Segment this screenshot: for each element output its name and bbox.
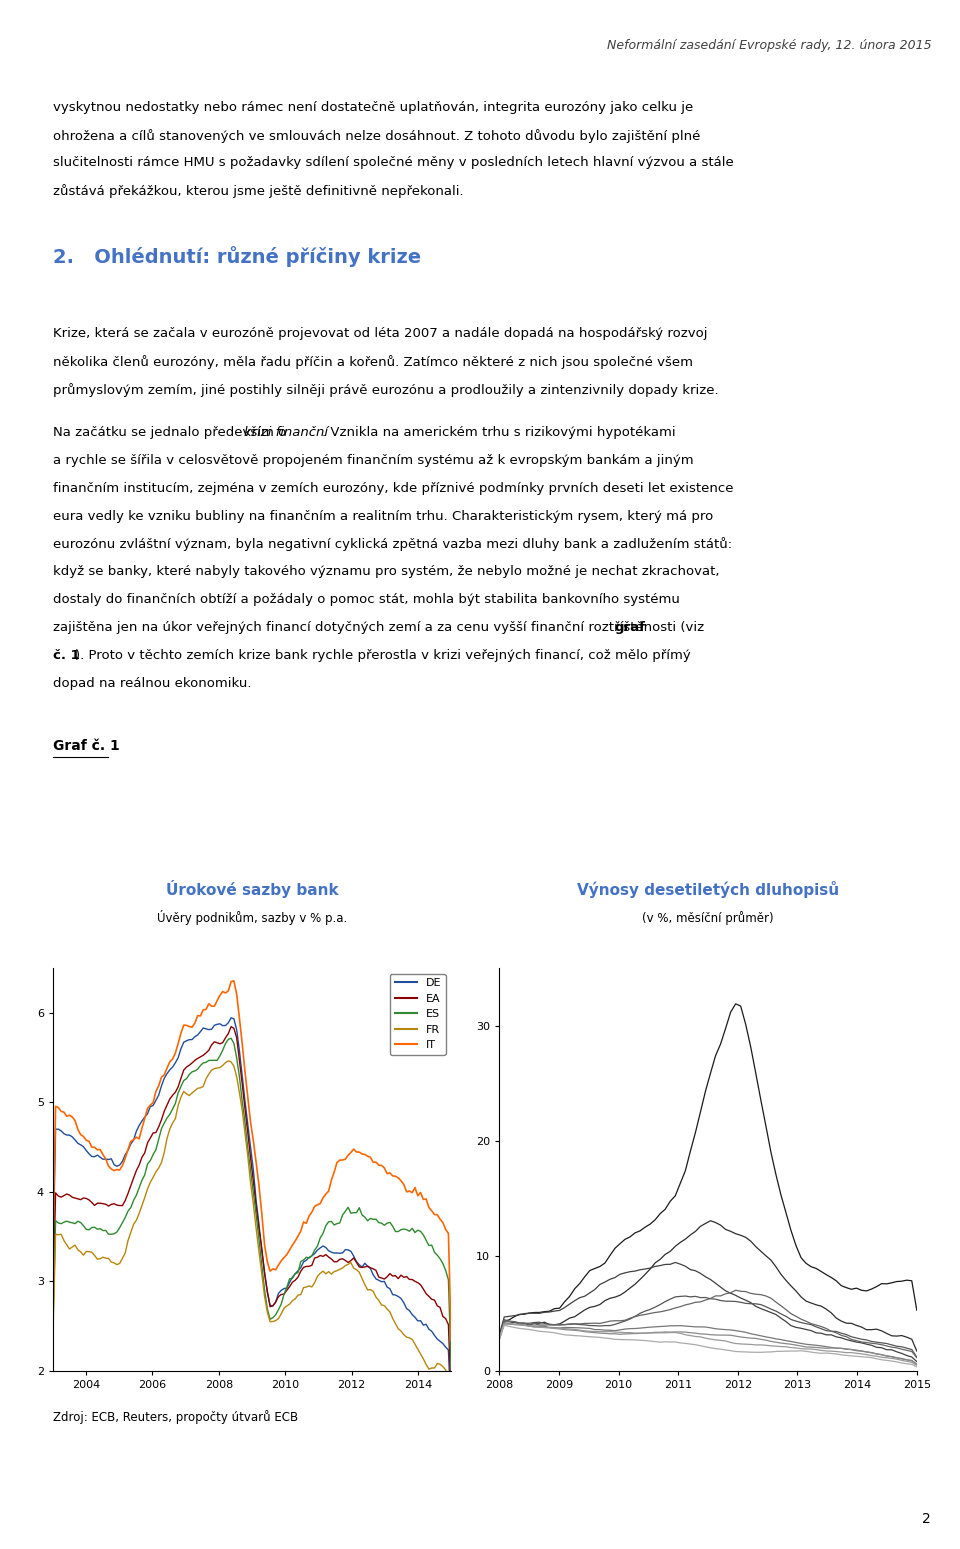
Text: eura vedly ke vzniku bubliny na finančním a realitním trhu. Charakteristickým ry: eura vedly ke vzniku bubliny na finanční… bbox=[53, 510, 713, 522]
Text: Výnosy desetiletých dluhopisů: Výnosy desetiletých dluhopisů bbox=[577, 881, 839, 898]
Text: . Vznikla na americkém trhu s rizikovými hypotékami: . Vznikla na americkém trhu s rizikovými… bbox=[323, 426, 676, 438]
Text: ). Proto v těchto zemích krize bank rychle přerostla v krizi veřejných financí, : ). Proto v těchto zemích krize bank rych… bbox=[75, 649, 691, 661]
Text: dopad na reálnou ekonomiku.: dopad na reálnou ekonomiku. bbox=[53, 677, 252, 689]
Text: slučitelnosti rámce HMU s požadavky sdílení společné měny v posledních letech hl: slučitelnosti rámce HMU s požadavky sdíl… bbox=[53, 156, 733, 169]
Text: zůstává překážkou, kterou jsme ještě definitivně nepřekonali.: zůstává překážkou, kterou jsme ještě def… bbox=[53, 184, 464, 198]
Text: průmyslovým zemím, jiné postihly silněji právě eurozónu a prodloužily a zintenzi: průmyslovým zemím, jiné postihly silněji… bbox=[53, 383, 718, 397]
Text: Na začátku se jednalo především o: Na začátku se jednalo především o bbox=[53, 426, 290, 438]
Text: několika členů eurozóny, měla řadu příčin a kořenů. Zatímco některé z nich jsou : několika členů eurozóny, měla řadu příči… bbox=[53, 355, 693, 369]
Text: 2: 2 bbox=[923, 1512, 931, 1526]
Text: Graf č. 1: Graf č. 1 bbox=[53, 739, 120, 753]
Text: když se banky, které nabyly takového významu pro systém, že nebylo možné je nech: když se banky, které nabyly takového výz… bbox=[53, 565, 719, 578]
Text: Krize, která se začala v eurozóně projevovat od léta 2007 a nadále dopadá na hos: Krize, která se začala v eurozóně projev… bbox=[53, 327, 708, 339]
Text: Neformální zasedání Evropské rady, 12. února 2015: Neformální zasedání Evropské rady, 12. ú… bbox=[607, 39, 931, 51]
Text: č. 1: č. 1 bbox=[53, 649, 80, 661]
Text: krizi finanční: krizi finanční bbox=[244, 426, 327, 438]
Text: Úrokové sazby bank: Úrokové sazby bank bbox=[166, 880, 338, 898]
Text: zajištěna jen na úkor veřejných financí dotyčných zemí a za cenu vyšší finanční : zajištěna jen na úkor veřejných financí … bbox=[53, 621, 708, 634]
Text: Zdroj: ECB, Reuters, propočty útvarů ECB: Zdroj: ECB, Reuters, propočty útvarů ECB bbox=[53, 1410, 298, 1424]
Text: 2.   Ohlédnutí: různé příčiny krize: 2. Ohlédnutí: různé příčiny krize bbox=[53, 246, 420, 268]
Text: (v %, měsíční průměr): (v %, měsíční průměr) bbox=[642, 911, 774, 925]
Text: finančním institucím, zejména v zemích eurozóny, kde příznivé podmínky prvních d: finančním institucím, zejména v zemích e… bbox=[53, 482, 733, 494]
Text: a rychle se šířila v celosvětově propojeném finančním systému až k evropským ban: a rychle se šířila v celosvětově propoje… bbox=[53, 454, 693, 466]
Text: vyskytnou nedostatky nebo rámec není dostatečně uplatňován, integrita eurozóny j: vyskytnou nedostatky nebo rámec není dos… bbox=[53, 101, 693, 113]
Text: Úvěry podnikům, sazby v % p.a.: Úvěry podnikům, sazby v % p.a. bbox=[156, 909, 348, 925]
Text: dostaly do finančních obtíží a požádaly o pomoc stát, mohla být stabilita bankov: dostaly do finančních obtíží a požádaly … bbox=[53, 593, 680, 606]
Legend: DE, EA, ES, FR, IT: DE, EA, ES, FR, IT bbox=[390, 974, 445, 1055]
Text: ohrožena a cílů stanovených ve smlouvách nelze dosáhnout. Z tohoto důvodu bylo z: ohrožena a cílů stanovených ve smlouvách… bbox=[53, 129, 700, 143]
Text: eurozónu zvláštní význam, byla negativní cyklická zpětná vazba mezi dluhy bank a: eurozónu zvláštní význam, byla negativní… bbox=[53, 538, 732, 551]
Text: graf: graf bbox=[614, 621, 645, 634]
